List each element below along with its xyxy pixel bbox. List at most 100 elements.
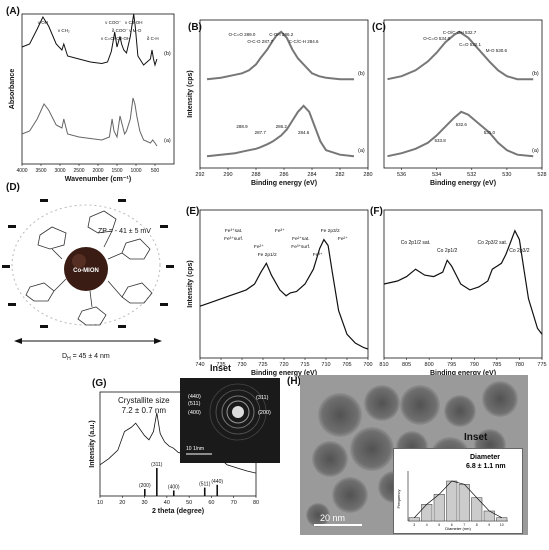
xtick-label-B-4: 284 [307,172,316,178]
hist-tick-5: 8 [476,523,478,527]
panel-label-c: (C) [372,22,386,33]
ftir-annotation-8: δ C-H [147,36,159,41]
nanoparticle-5 [312,441,348,477]
nanoparticle-schematic: Co-MION ZP = - 41 ± 5 mV DH = 45 ± 4 nm [2,199,174,362]
hist-tick-7: 10 [500,523,504,527]
nanoparticle-13 [306,503,330,527]
xps-c-peak-label-a-3: 284.6 [298,130,310,135]
hist-bar-7 [496,517,508,522]
xtick-label-C-3: 530 [502,172,511,178]
hist-tick-6: 9 [488,523,490,527]
xps-c-peak-label-a-2: 286.2 [276,124,288,129]
xtick-label-F-4: 790 [470,362,479,368]
hist-fit-curve [414,480,502,519]
ftir-annotation-7: ν M-O [129,28,142,33]
panel-label-g: (G) [92,378,107,389]
xtick-label-E-6: 710 [321,362,330,368]
xtick-label-E-5: 715 [300,362,309,368]
nanoparticle-0 [318,393,362,437]
series-label-B-0: (b) [358,71,365,77]
xps-o-peak-label-a-0: 532.6 [456,122,468,127]
series-label-C-1: (a) [532,148,539,154]
panel-label-h: (H) [287,376,301,387]
xtick-label-F-0: 810 [379,362,388,368]
xtick-label-A-4: 2000 [92,168,103,174]
hist-tick-3: 6 [451,523,453,527]
ref-peak-label-2: (400) [168,484,180,490]
xtick-label-B-1: 290 [223,172,232,178]
hist-bar-0 [408,517,420,522]
xtick-label-G-6: 70 [231,500,237,506]
xtick-label-B-3: 286 [279,172,288,178]
histogram-xlabel: Diameter (nm) [445,526,471,531]
xps-fe-peak-label-4: Fe³⁺ [275,228,285,234]
saed-ring-200: (200) [258,410,271,416]
xtick-label-G-7: 80 [253,500,259,506]
xtick-label-E-8: 700 [363,362,372,368]
xps-co-peak-label-3: Co 2p3/2 [509,248,530,254]
plot-frame-B [199,19,369,169]
hist-bar-6 [483,510,495,522]
xps-fe-peak-label-5: Fe²⁺sat. [292,236,309,242]
xtick-label-A-6: 1000 [130,168,141,174]
xps-c-peak-label-b-1: O-C-O 287.7 [247,39,273,44]
series-line-A-0 [21,13,158,67]
series-label-B-1: (a) [358,148,365,154]
xps-o-peak-label-b-2: C=O 532.1 [459,42,481,47]
diameter-value: 6.8 ± 1.1 nm [466,463,506,470]
saed-inset: Inset [180,363,280,385]
panel-label-e: (E) [186,206,200,217]
ref-peak-label-1: (311) [151,462,163,468]
xtick-label-C-4: 528 [537,172,546,178]
xtick-label-F-6: 780 [515,362,524,368]
saed-inset-title: Inset [210,363,232,373]
nanoparticle-1 [364,385,400,421]
xtick-label-A-2: 3000 [54,168,65,174]
series-line-C-0 [387,30,534,81]
nanoparticle-6 [350,427,394,471]
tem-inset-title: Inset [464,432,488,443]
xtick-label-F-3: 795 [447,362,456,368]
dextran-shell [25,210,153,326]
hist-tick-0: 3 [413,523,415,527]
zeta-potential: ZP = - 41 ± 5 mV [98,228,151,235]
xlabel-G: 2 theta (degree) [152,508,204,515]
xtick-label-F-2: 800 [425,362,434,368]
nanoparticle-2 [400,385,440,425]
plot-frame-C [383,19,543,169]
nanoparticle-3 [444,395,476,427]
xtick-label-G-3: 40 [164,500,170,506]
xps-o-peak-label-a-2: 533.8 [435,138,447,143]
xtick-label-E-4: 720 [279,362,288,368]
xps-fe-peak-label-8: Fe 2p3/2 [321,228,340,234]
series-label-C-0: (b) [532,71,539,77]
xps-o-peak-label-a-1: 531.0 [484,130,496,135]
series-line-E-0 [199,238,369,350]
xps-fe-peak-label-9: Fe²⁺ [338,236,348,242]
saed-ring-400: (400) [188,410,201,416]
plot-frame-E [199,209,369,359]
xps-fe-peak-label-2: Fe²⁺ [254,244,264,250]
xtick-label-A-0: 4000 [16,168,27,174]
xps-c-peak-label-a-0: 288.9 [236,124,248,129]
xps-fe-peak-label-3: Fe 2p1/2 [258,252,277,258]
ref-peak-label-4: (440) [211,479,223,485]
ftir-annotation-6: ν C3-OH [125,20,143,25]
ylabel-E: Intensity (cps) [187,260,194,307]
xlabel-A: Wavenumber (cm⁻¹) [65,176,131,183]
xtick-label-G-1: 20 [119,500,125,506]
panel-label-a: (A) [6,6,20,17]
xlabel-C: Binding energy (eV) [430,180,496,187]
plot-frame-F [383,209,543,359]
series-line-F-0 [383,229,543,335]
plot-frame-A [21,13,175,165]
xps-fe-peak-label-1: Fe³⁺surf. [224,236,243,242]
hist-tick-1: 4 [426,523,428,527]
ftir-annotation-4: δ COO⁻ [112,28,129,33]
tem-scale-bar: 20 nm [320,513,345,523]
hist-bar-3 [446,480,458,522]
core-label: Co-MION [73,268,99,274]
xps-o-peak-label-b-0: C-O/C-OH 532.7 [443,30,477,35]
series-label-A-0: (b) [164,51,171,57]
ftir-annotation-1: ν CH₂ [58,28,70,33]
